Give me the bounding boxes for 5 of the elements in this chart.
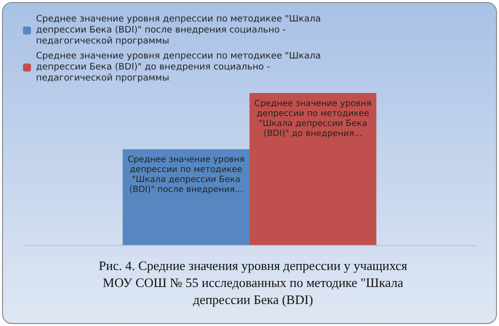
annotation: Среднее значение уровня депрессии по методикее "Шкала депрессии Бека (BDI)" до внедрения...	[253, 99, 372, 139]
legend-label: Среднее значение уровня депрессии по методикее "Шкала депрессии Бека (BDI)" после внедрения социально - педагогической программы	[36, 14, 324, 46]
text: Рис. 4. Средние значения уровня депрессии у учащихся МОУ СОШ № 55 исследованных по методике "Шкала депрессии Бека (BDI)	[98, 257, 408, 308]
legend-label: Среднее значение уровня депрессии по методикее "Шкала депрессии Бека (BDI)" до внедрения социально - педагогической программы	[36, 52, 324, 84]
annotation: Среднее значение уровня депрессии по методикее "Шкала депрессии Бека (BDI)" после внедрения...	[126, 155, 246, 196]
